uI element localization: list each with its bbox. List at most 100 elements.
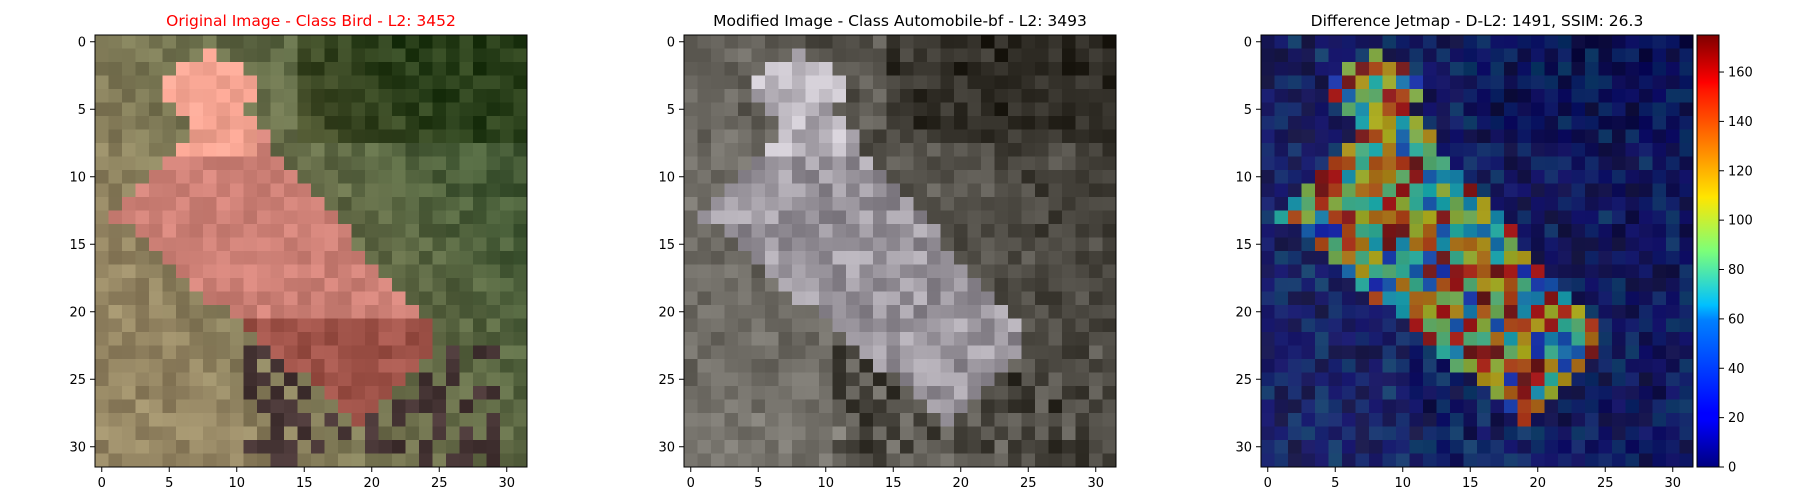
- pixel-cell: [967, 129, 982, 144]
- pixel-cell: [684, 332, 698, 346]
- pixel-cell: [338, 197, 352, 211]
- pixel-cell: [738, 102, 752, 117]
- pixel-cell: [1531, 48, 1545, 63]
- pixel-cell: [203, 129, 217, 144]
- pixel-cell: [486, 62, 501, 76]
- pixel-cell: [1571, 305, 1586, 319]
- pixel-cell: [203, 413, 217, 427]
- pixel-cell: [1261, 143, 1275, 157]
- pixel-cell: [432, 62, 447, 76]
- pixel-cell: [378, 453, 393, 468]
- pixel-cell: [95, 386, 109, 400]
- pixel-cell: [873, 170, 887, 184]
- pixel-cell: [1021, 35, 1036, 49]
- pixel-cell: [270, 386, 285, 400]
- pixel-cell: [1423, 48, 1437, 63]
- pixel-cell: [311, 386, 325, 400]
- pixel-cell: [405, 440, 420, 454]
- pixel-cell: [149, 318, 163, 333]
- pixel-cell: [365, 453, 379, 468]
- pixel-cell: [1531, 170, 1545, 184]
- pixel-cell: [392, 453, 406, 468]
- pixel-cell: [832, 453, 847, 468]
- axes-frame: [94, 34, 528, 468]
- pixel-cell: [162, 237, 177, 252]
- pixel-cell: [1008, 116, 1022, 130]
- pixel-cell: [162, 48, 177, 63]
- pixel-cell: [365, 116, 379, 130]
- pixel-cell: [1490, 224, 1505, 238]
- pixel-cell: [297, 359, 312, 373]
- pixel-cell: [176, 426, 190, 441]
- pixel-cell: [1490, 210, 1505, 225]
- pixel-cell: [684, 359, 698, 373]
- pixel-cell: [1355, 170, 1370, 184]
- pixel-cell: [405, 426, 420, 441]
- pixel-cell: [940, 75, 955, 90]
- pixel-cell: [900, 278, 914, 292]
- pixel-cell: [954, 305, 968, 319]
- x-tick-label: 10: [817, 476, 834, 491]
- pixel-cell: [378, 318, 393, 333]
- pixel-cell: [846, 291, 860, 306]
- pixel-cell: [378, 332, 393, 346]
- pixel-cell: [873, 359, 887, 373]
- pixel-cell: [697, 264, 712, 279]
- pixel-cell: [149, 143, 163, 157]
- pixel-cell: [324, 305, 339, 319]
- pixel-cell: [324, 372, 339, 387]
- pixel-cell: [684, 318, 698, 333]
- pixel-cell: [1598, 170, 1613, 184]
- pixel-cell: [1625, 372, 1640, 387]
- pixel-cell: [378, 386, 393, 400]
- pixel-cell: [1571, 143, 1586, 157]
- pixel-cell: [1382, 332, 1397, 346]
- pixel-cell: [765, 332, 779, 346]
- pixel-cell: [1598, 332, 1613, 346]
- pixel-cell: [1544, 413, 1559, 427]
- pixel-cell: [846, 386, 860, 400]
- pixel-cell: [751, 386, 766, 400]
- pixel-cell: [243, 143, 258, 157]
- pixel-cell: [419, 143, 433, 157]
- pixel-cell: [1382, 305, 1397, 319]
- pixel-cell: [1423, 264, 1437, 279]
- pixel-cell: [1625, 345, 1640, 360]
- pixel-cell: [805, 332, 820, 346]
- pixel-cell: [1517, 305, 1532, 319]
- pixel-cell: [711, 48, 725, 63]
- pixel-cell: [459, 62, 474, 76]
- pixel-cell: [1625, 332, 1640, 346]
- pixel-cell: [1652, 102, 1667, 117]
- pixel-cell: [1274, 291, 1289, 306]
- pixel-cell: [967, 440, 982, 454]
- pixel-cell: [967, 210, 982, 225]
- pixel-cell: [176, 440, 190, 454]
- pixel-cell: [1328, 116, 1343, 130]
- pixel-cell: [1342, 291, 1356, 306]
- pixel-cell: [351, 386, 366, 400]
- pixel-cell: [446, 413, 460, 427]
- pixel-cell: [846, 224, 860, 238]
- pixel-cell: [1288, 75, 1302, 90]
- pixel-cell: [1612, 426, 1626, 441]
- pixel-cell: [1261, 35, 1275, 49]
- pixel-cell: [243, 386, 258, 400]
- pixel-cell: [738, 143, 752, 157]
- pixel-cell: [1089, 116, 1103, 130]
- pixel-cell: [684, 75, 698, 90]
- pixel-cell: [954, 48, 968, 63]
- pixel-cell: [1571, 332, 1586, 346]
- pixel-cell: [1062, 359, 1076, 373]
- pixel-cell: [324, 237, 339, 252]
- pixel-cell: [176, 62, 190, 76]
- pixel-cell: [1396, 453, 1410, 468]
- pixel-cell: [724, 278, 739, 292]
- y-tick-label: 10: [69, 170, 86, 185]
- pixel-cell: [1531, 143, 1545, 157]
- pixel-cell: [1517, 156, 1532, 171]
- pixel-cell: [1544, 345, 1559, 360]
- pixel-cell: [913, 197, 928, 211]
- pixel-cell: [513, 116, 528, 130]
- pixel-cell: [1089, 426, 1103, 441]
